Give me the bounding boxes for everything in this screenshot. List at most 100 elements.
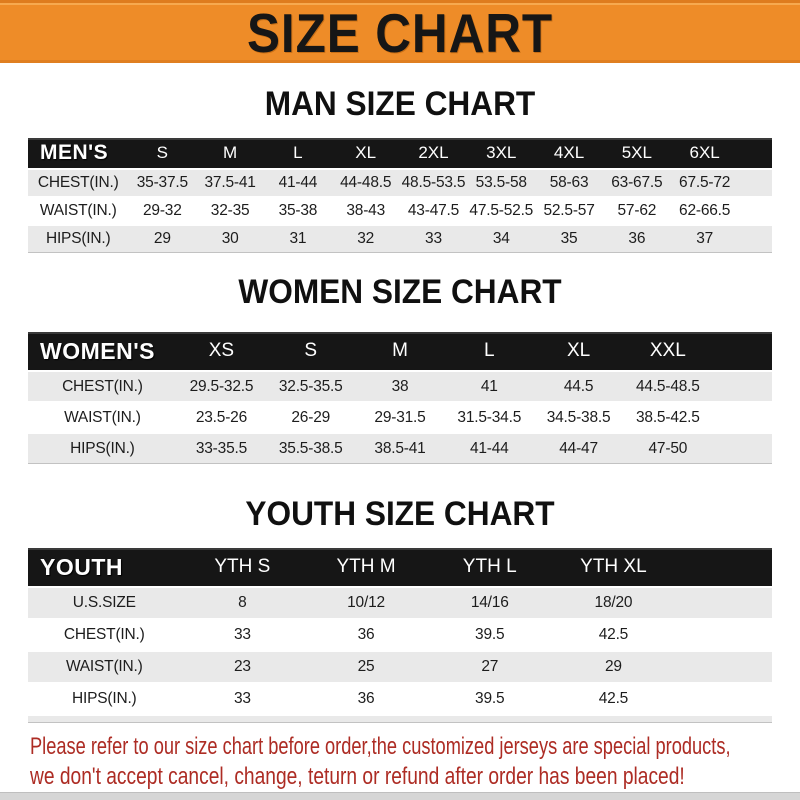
value-cell: 39.5 (475, 626, 505, 643)
section-women-size-chart: WOMEN SIZE CHART WOMEN'S XS S M L XL XXL CHEST(… (0, 274, 800, 463)
value-cell: 26-29 (291, 408, 331, 426)
value-cell: 44.5 (563, 377, 594, 395)
table-title-cell: WOMEN'S (40, 337, 156, 364)
value-cell: 8 (238, 594, 247, 611)
column-header-cell: 6XL (689, 143, 720, 162)
table-header-row: YOUTH YTH S YTH M YTH L YTH XL (28, 548, 772, 586)
value-cell: 18/20 (594, 594, 633, 611)
women-section-heading: WOMEN SIZE CHART (238, 273, 562, 311)
youth-size-table: YOUTH YTH S YTH M YTH L YTH XL U.S.SIZE 8 10/12… (28, 548, 772, 722)
row-label-cell: WAIST(IN.) (65, 658, 143, 675)
column-header-cell: XS (208, 340, 235, 361)
value-cell: 31 (289, 230, 307, 247)
table-row: CHEST(IN.) 29.5-32.5 32.5-35.5 38 41 44.5 44.5… (28, 370, 772, 401)
table-row: HIPS(IN.) 33 36 39.5 42.5 (28, 682, 772, 714)
women-size-table: WOMEN'S XS S M L XL XXL CHEST(IN.) 29.5-32.5 32.5… (28, 332, 772, 463)
column-header-cell: L (483, 340, 495, 361)
banner: SIZE CHART (0, 0, 800, 63)
row-label-cell: WAIST(IN.) (64, 408, 141, 426)
value-cell: 29.5-32.5 (189, 377, 254, 395)
row-label-cell: U.S.SIZE (72, 594, 136, 611)
value-cell: 32 (357, 230, 375, 247)
value-cell: 39.5 (475, 690, 505, 707)
value-cell: 23 (233, 658, 251, 675)
value-cell: 31.5-34.5 (457, 408, 522, 426)
row-label-cell: WAIST(IN.) (39, 202, 117, 219)
value-cell: 29 (605, 658, 622, 675)
value-cell: 67.5-72 (679, 174, 731, 191)
table-row: WAIST(IN.) 23 25 27 29 (28, 650, 772, 682)
value-cell: 38-43 (346, 202, 386, 219)
value-cell: 52.5-57 (543, 202, 595, 219)
table-row: HIPS(IN.) 33-35.5 35.5-38.5 38.5-41 41-44 44-… (28, 432, 772, 463)
row-label-cell: HIPS(IN.) (72, 690, 137, 707)
value-cell: 35.5-38.5 (278, 439, 343, 457)
value-cell: 37 (696, 230, 714, 247)
table-row: WAIST(IN.) 29-32 32-35 35-38 38-43 43-47.5 47.… (28, 196, 772, 224)
value-cell: 29-31.5 (374, 408, 426, 426)
row-label-cell: HIPS(IN.) (45, 230, 111, 247)
value-cell: 34.5-38.5 (546, 408, 611, 426)
men-section-heading: MAN SIZE CHART (264, 85, 536, 123)
value-cell: 41-44 (278, 174, 318, 191)
column-header-cell: YTH M (336, 556, 396, 577)
value-cell: 33 (425, 230, 442, 247)
value-cell: 36 (357, 690, 375, 707)
value-cell: 44-47 (559, 439, 598, 457)
column-header-cell: 5XL (621, 143, 652, 162)
youth-section-heading: YOUTH SIZE CHART (245, 495, 555, 533)
footer-line-1: Please refer to our size chart before or… (30, 733, 731, 760)
table-row: WAIST(IN.) 23.5-26 26-29 29-31.5 31.5-34.5 34… (28, 401, 772, 432)
row-label-cell: CHEST(IN.) (62, 377, 143, 395)
table-row: CHEST(IN.) 33 36 39.5 42.5 (28, 618, 772, 650)
banner-title: SIZE CHART (247, 1, 553, 64)
table-row: U.S.SIZE 8 10/12 14/16 18/20 (28, 586, 772, 618)
value-cell: 41-44 (469, 439, 509, 457)
bottom-edge-strip (0, 792, 800, 800)
value-cell: 47.5-52.5 (469, 202, 534, 219)
column-header-cell: YTH XL (580, 556, 647, 577)
value-cell: 35-37.5 (136, 174, 188, 191)
section-men-size-chart: MAN SIZE CHART MEN'S S M L XL 2XL 3XL 4XL 5XL 6XL… (0, 86, 800, 252)
men-size-table: MEN'S S M L XL 2XL 3XL 4XL 5XL 6XL CHEST(IN.) 35-37… (28, 138, 772, 252)
value-cell: 29-32 (143, 202, 182, 219)
section-youth-size-chart: YOUTH SIZE CHART YOUTH YTH S YTH M YTH L YTH… (0, 496, 800, 722)
value-cell: 42.5 (598, 690, 629, 707)
column-header-cell: M (392, 340, 408, 361)
row-label-cell: CHEST(IN.) (37, 174, 119, 191)
footer-line-2: we don't accept cancel, change, teturn o… (30, 763, 685, 790)
value-cell: 36 (357, 626, 375, 643)
value-cell: 34 (492, 230, 510, 247)
value-cell: 33 (233, 626, 251, 643)
column-header-cell: YTH S (214, 556, 271, 577)
value-cell: 38 (391, 377, 409, 395)
column-header-cell: 2XL (418, 143, 449, 162)
value-cell: 37.5-41 (204, 174, 256, 191)
value-cell: 44.5-48.5 (635, 377, 700, 395)
table-header-row: MEN'S S M L XL 2XL 3XL 4XL 5XL 6XL (28, 138, 772, 168)
value-cell: 42.5 (598, 626, 629, 643)
table-title-cell: MEN'S (40, 141, 109, 164)
value-cell: 35-38 (278, 202, 318, 219)
value-cell: 57-62 (617, 202, 657, 219)
row-label-cell: HIPS(IN.) (70, 439, 135, 457)
value-cell: 32-35 (210, 202, 250, 219)
table-row: CHEST(IN.) 35-37.5 37.5-41 41-44 44-48.5 48.5… (28, 168, 772, 196)
value-cell: 23.5-26 (195, 408, 248, 426)
value-cell: 38.5-41 (374, 439, 426, 457)
value-cell: 58-63 (549, 174, 589, 191)
column-header-cell: 4XL (553, 143, 585, 162)
column-header-cell: L (293, 143, 303, 162)
value-cell: 53.5-58 (475, 174, 527, 191)
table-row: HIPS(IN.) 29 30 31 32 33 34 35 36 37 (28, 224, 772, 252)
row-label-cell: CHEST(IN.) (63, 626, 145, 643)
table-title-cell: YOUTH (40, 553, 123, 580)
column-header-cell: M (223, 143, 238, 162)
value-cell: 32.5-35.5 (278, 377, 343, 395)
value-cell: 44-48.5 (340, 174, 392, 191)
value-cell: 43-47.5 (407, 202, 460, 219)
value-cell: 30 (221, 230, 239, 247)
value-cell: 35 (560, 230, 578, 247)
value-cell: 33 (233, 690, 251, 707)
